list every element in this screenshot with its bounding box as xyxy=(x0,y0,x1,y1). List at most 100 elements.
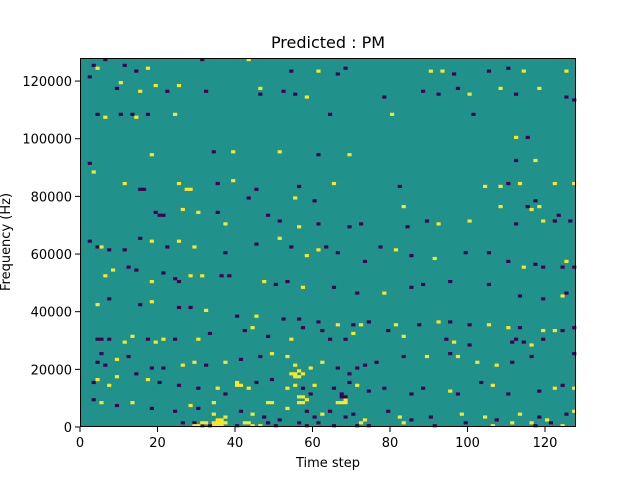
heatmap-cell xyxy=(180,207,185,212)
heatmap-cell xyxy=(277,219,282,223)
heatmap-cell xyxy=(95,360,100,364)
heatmap-cell xyxy=(517,326,523,330)
heatmap-cell xyxy=(401,421,406,425)
heatmap-cell xyxy=(188,403,193,408)
x-tick-label: 20 xyxy=(149,436,166,451)
heatmap-cell xyxy=(242,421,247,425)
heatmap-cell xyxy=(289,372,294,376)
heatmap-cell xyxy=(436,222,441,226)
heatmap-cell xyxy=(401,205,406,209)
heatmap-cell xyxy=(87,239,92,243)
heatmap-cell xyxy=(138,89,143,93)
heatmap-cell xyxy=(517,294,523,298)
heatmap-cell xyxy=(145,112,151,116)
heatmap-cell xyxy=(514,337,519,341)
heatmap-cell xyxy=(316,320,321,324)
y-tick-label: 40000 xyxy=(31,306,72,321)
heatmap-cell xyxy=(471,112,476,116)
heatmap-cell xyxy=(312,199,317,203)
heatmap-cell xyxy=(506,259,511,263)
heatmap-cell xyxy=(316,421,321,425)
heatmap-cell xyxy=(514,222,519,226)
heatmap-cell xyxy=(196,424,201,428)
heatmap-cell xyxy=(432,256,437,261)
heatmap-cell xyxy=(463,251,468,255)
heatmap-cell xyxy=(114,403,120,408)
heatmap-cell xyxy=(173,112,178,116)
heatmap-cell xyxy=(448,389,453,393)
heatmap-cell xyxy=(289,245,294,249)
heatmap-cell xyxy=(541,265,546,269)
heatmap-cell xyxy=(486,282,492,287)
heatmap-cell xyxy=(320,412,325,416)
heatmap-cell xyxy=(514,135,519,140)
heatmap-cell xyxy=(285,279,290,284)
heatmap-cell xyxy=(134,69,139,73)
heatmap-cell xyxy=(281,89,286,93)
heatmap-cell xyxy=(343,337,348,341)
heatmap-cell xyxy=(91,380,96,385)
heatmap-cell xyxy=(293,372,298,376)
heatmap-cell xyxy=(262,415,267,419)
heatmap-cell xyxy=(444,337,449,341)
heatmap-cell xyxy=(211,412,216,416)
heatmap-cell xyxy=(184,187,189,191)
heatmap-cell xyxy=(107,248,112,252)
heatmap-cell xyxy=(479,380,484,385)
heatmap-cell xyxy=(95,303,100,307)
heatmap-cell xyxy=(196,386,201,390)
heatmap-cell xyxy=(297,225,302,229)
heatmap-cell xyxy=(452,340,457,344)
heatmap-cell xyxy=(335,72,340,76)
heatmap-cell xyxy=(409,254,414,258)
heatmap-cell xyxy=(250,326,255,330)
heatmap-cell xyxy=(335,323,340,327)
heatmap-cell xyxy=(560,383,565,387)
heatmap-cell xyxy=(297,369,302,373)
heatmap-cell xyxy=(130,334,135,338)
heatmap-cell xyxy=(269,377,275,382)
heatmap-cell xyxy=(114,86,120,91)
heatmap-cell xyxy=(188,305,193,310)
heatmap-cell xyxy=(537,86,542,91)
heatmap-cell xyxy=(455,86,461,91)
heatmap-cell xyxy=(266,401,271,405)
heatmap-cell xyxy=(238,383,244,387)
heatmap-cell xyxy=(161,271,166,275)
heatmap-cell xyxy=(126,354,131,359)
heatmap-cell xyxy=(421,386,426,390)
heatmap-cell xyxy=(173,409,178,413)
heatmap-cell xyxy=(316,222,321,226)
heatmap-cell xyxy=(467,219,472,223)
heatmap-cell xyxy=(297,184,302,189)
heatmap-cell xyxy=(266,213,271,217)
heatmap-cell xyxy=(393,323,399,327)
heatmap-cell xyxy=(448,320,453,324)
heatmap-cell xyxy=(452,72,457,76)
heatmap-cell xyxy=(343,66,348,70)
heatmap-cell xyxy=(510,421,515,425)
heatmap-cell xyxy=(568,219,573,223)
heatmap-cell xyxy=(246,196,251,200)
heatmap-cell xyxy=(304,424,309,428)
heatmap-cell xyxy=(343,395,348,399)
heatmap-cell xyxy=(494,418,499,422)
heatmap-cell xyxy=(529,421,534,425)
heatmap-cell xyxy=(424,354,430,359)
heatmap-cell xyxy=(95,377,100,382)
heatmap-cell xyxy=(347,153,352,157)
heatmap-cell xyxy=(273,424,278,428)
heatmap-cell xyxy=(161,337,166,341)
heatmap-cell xyxy=(421,89,426,93)
heatmap-cell xyxy=(382,291,387,295)
heatmap-cell xyxy=(572,98,577,102)
heatmap-cell xyxy=(506,181,511,186)
heatmap-cell xyxy=(153,340,158,344)
heatmap-cell xyxy=(176,383,182,387)
heatmap-cells xyxy=(87,58,577,428)
heatmap-cell xyxy=(192,360,197,364)
heatmap-cell xyxy=(161,213,166,217)
heatmap-cell xyxy=(355,383,360,387)
heatmap-cell xyxy=(448,279,453,284)
heatmap-cell xyxy=(153,210,158,214)
